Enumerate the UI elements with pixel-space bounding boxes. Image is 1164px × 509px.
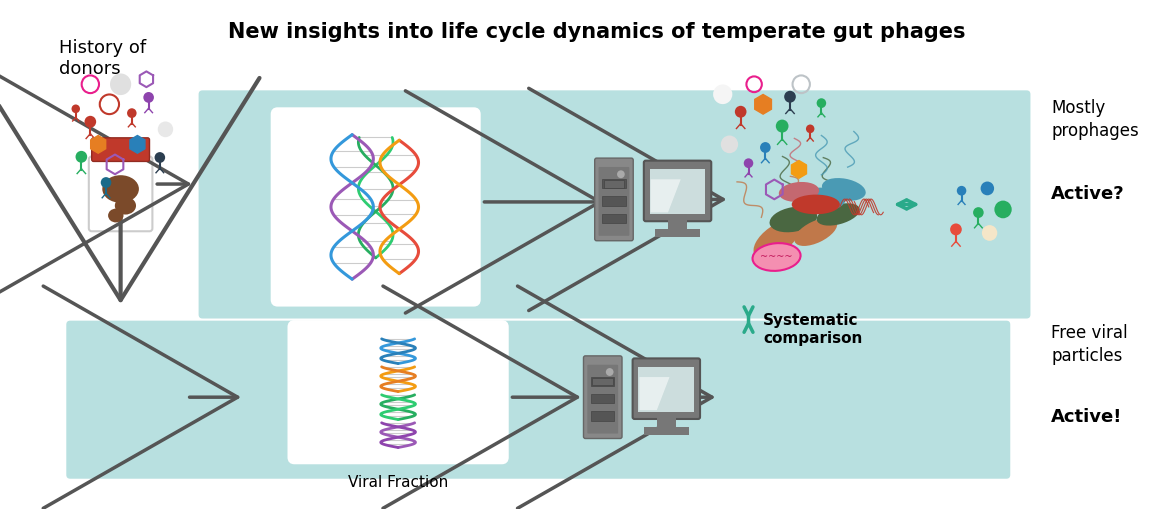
Polygon shape [91,135,106,153]
Circle shape [973,207,984,218]
FancyBboxPatch shape [668,217,687,231]
FancyBboxPatch shape [632,358,700,419]
FancyBboxPatch shape [655,229,700,237]
Text: New insights into life cycle dynamics of temperate gut phages: New insights into life cycle dynamics of… [228,22,966,42]
Ellipse shape [102,175,139,203]
Circle shape [127,108,136,118]
Ellipse shape [108,209,123,222]
Ellipse shape [822,178,866,201]
FancyBboxPatch shape [88,156,152,231]
Circle shape [957,186,966,195]
FancyBboxPatch shape [650,169,705,214]
Text: Systematic
comparison: Systematic comparison [762,314,863,346]
FancyBboxPatch shape [644,161,711,221]
Ellipse shape [797,188,845,211]
Circle shape [85,116,97,128]
FancyBboxPatch shape [603,196,625,206]
Circle shape [734,106,746,118]
FancyBboxPatch shape [591,377,615,386]
Circle shape [721,135,738,153]
FancyBboxPatch shape [66,321,1010,479]
FancyBboxPatch shape [92,138,149,161]
Polygon shape [651,179,681,212]
Circle shape [617,171,625,178]
Polygon shape [754,95,772,114]
Ellipse shape [817,203,860,225]
FancyBboxPatch shape [583,356,622,438]
Circle shape [994,201,1012,218]
FancyBboxPatch shape [656,415,676,429]
Circle shape [605,368,613,376]
Text: Active?: Active? [1051,185,1124,204]
Text: Free viral
particles: Free viral particles [1051,324,1128,365]
Text: ~~~~: ~~~~ [760,252,793,262]
Circle shape [71,104,80,113]
FancyBboxPatch shape [588,365,618,434]
FancyBboxPatch shape [199,91,1030,319]
FancyBboxPatch shape [604,180,624,188]
Circle shape [101,177,112,188]
Circle shape [775,120,788,132]
Circle shape [760,142,771,153]
Text: Active!: Active! [1051,408,1122,426]
FancyBboxPatch shape [592,378,613,385]
Polygon shape [792,160,807,178]
Ellipse shape [753,243,801,271]
FancyBboxPatch shape [603,214,625,223]
Circle shape [817,98,826,108]
Circle shape [158,122,173,137]
Circle shape [950,223,961,235]
Circle shape [805,125,815,133]
Circle shape [982,225,998,241]
FancyBboxPatch shape [644,427,689,435]
Text: History of
donors: History of donors [59,39,146,78]
Circle shape [980,182,994,195]
FancyBboxPatch shape [603,179,625,188]
FancyBboxPatch shape [598,167,630,236]
Text: Full Metagenomes: Full Metagenomes [306,322,446,337]
FancyBboxPatch shape [591,394,615,404]
Ellipse shape [115,197,136,215]
Polygon shape [639,377,669,410]
Ellipse shape [769,207,817,232]
FancyBboxPatch shape [591,411,615,421]
Ellipse shape [753,220,800,259]
Circle shape [111,73,132,95]
FancyBboxPatch shape [272,109,478,304]
Ellipse shape [792,194,840,214]
Polygon shape [130,135,146,153]
Ellipse shape [794,218,837,246]
FancyBboxPatch shape [290,322,506,462]
Circle shape [155,152,165,163]
Text: Viral Fraction: Viral Fraction [348,475,448,490]
Text: Mostly
prophages: Mostly prophages [1051,99,1140,140]
FancyBboxPatch shape [638,367,694,412]
Circle shape [744,158,753,168]
Circle shape [76,151,87,163]
Circle shape [785,91,796,103]
Circle shape [714,84,732,104]
FancyBboxPatch shape [595,158,633,241]
Circle shape [143,92,154,103]
Ellipse shape [779,182,819,202]
